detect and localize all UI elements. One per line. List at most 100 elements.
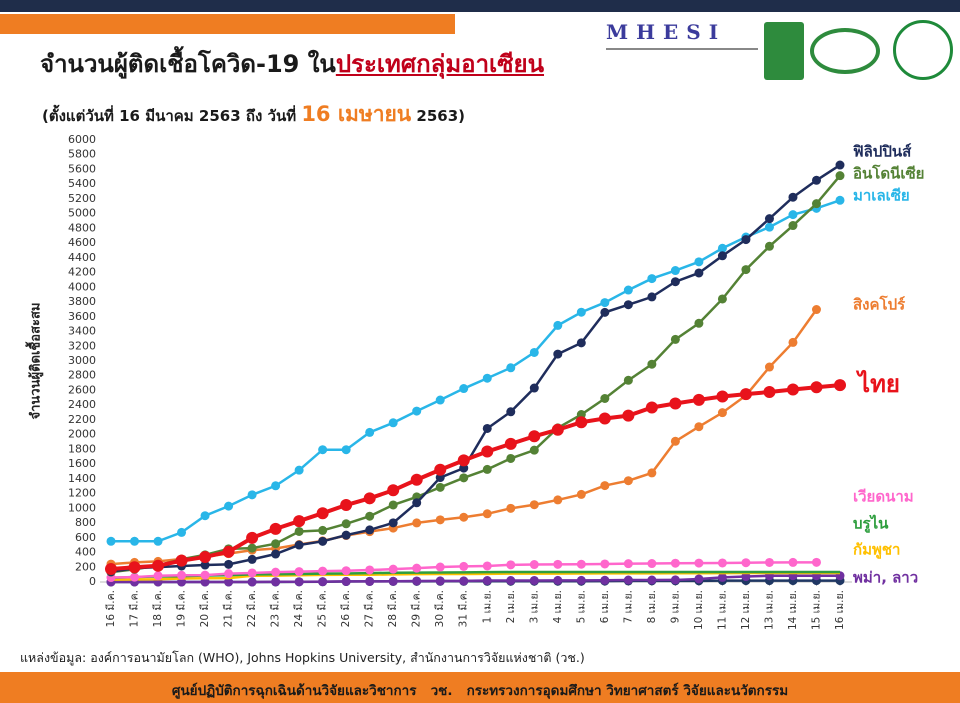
data-point [224, 569, 234, 579]
y-tick-label: 2800 [68, 369, 96, 382]
data-point [105, 562, 117, 575]
title-part: จำนวนผู้ติดเชื้อโควิด-19 ใน [40, 50, 336, 78]
data-point [294, 526, 304, 536]
logo-rule [606, 48, 758, 50]
y-tick-label: 3200 [68, 339, 96, 352]
data-point [247, 577, 257, 587]
data-point [529, 347, 539, 357]
y-tick-label: 1200 [68, 487, 96, 500]
data-point [341, 576, 351, 586]
x-tick-label: 24 มี.ค. [292, 590, 305, 627]
data-point [318, 536, 328, 546]
data-point [506, 503, 516, 513]
data-point [365, 525, 375, 535]
x-tick-label: 28 มี.ค. [386, 590, 399, 627]
data-point [506, 363, 516, 373]
x-tick-label: 19 มี.ค. [175, 590, 188, 627]
x-tick-label: 26 มี.ค. [339, 590, 352, 627]
data-point [600, 298, 610, 308]
data-point [600, 575, 610, 585]
data-point [271, 577, 281, 587]
data-point [199, 550, 212, 563]
data-point [694, 257, 704, 267]
data-point [247, 490, 257, 500]
data-point [316, 507, 329, 520]
data-point [647, 575, 657, 585]
data-point [130, 536, 140, 546]
data-point [482, 464, 492, 474]
data-point [553, 495, 563, 505]
data-point [810, 381, 823, 394]
data-point [412, 406, 422, 416]
x-tick-label: 4 เม.ย. [552, 590, 564, 623]
data-point [365, 565, 375, 575]
data-point [482, 423, 492, 433]
data-point [153, 571, 163, 581]
data-point [412, 563, 422, 573]
data-point [459, 512, 469, 522]
data-point [388, 418, 398, 428]
data-point [247, 568, 257, 578]
data-point [271, 539, 281, 549]
legend-label: ฟิลิปปินส์ [853, 143, 912, 161]
data-point [835, 195, 845, 205]
data-point [341, 445, 351, 455]
data-point [318, 525, 328, 535]
legend-label: มาเลเซีย [853, 187, 910, 205]
data-point [600, 559, 610, 569]
data-point [717, 558, 727, 568]
x-tick-label: 21 มี.ค. [222, 590, 235, 627]
data-point [130, 572, 140, 582]
data-point [694, 558, 704, 568]
data-point [341, 530, 351, 540]
data-point [788, 221, 798, 231]
data-point [670, 575, 680, 585]
data-point [553, 559, 563, 569]
data-point [175, 554, 188, 567]
data-point [811, 199, 821, 209]
data-point [412, 518, 422, 528]
data-point [365, 511, 375, 521]
data-point [246, 531, 259, 544]
title-highlight: ประเทศกลุ่มอาเซียน [335, 50, 545, 78]
x-tick-label: 13 เม.ย. [763, 590, 775, 630]
data-point [153, 536, 163, 546]
data-point [575, 416, 588, 429]
data-point [692, 393, 705, 406]
y-tick-label: 4800 [68, 221, 96, 234]
data-point [128, 561, 141, 574]
data-point [294, 567, 304, 577]
x-tick-label: 20 มี.ค. [198, 590, 211, 627]
y-tick-label: 800 [75, 516, 96, 529]
data-point [363, 492, 376, 505]
data-point [598, 412, 611, 425]
data-point [365, 427, 375, 437]
data-point [553, 575, 563, 585]
y-tick-label: 200 [75, 560, 96, 573]
data-point [741, 572, 751, 582]
data-point [670, 334, 680, 344]
data-point [647, 292, 657, 302]
data-point [412, 576, 422, 586]
data-point [670, 277, 680, 287]
data-point [459, 561, 469, 571]
x-tick-label: 16 เม.ย. [834, 590, 846, 630]
y-tick-label: 4600 [68, 236, 96, 249]
data-point [623, 575, 633, 585]
data-point [247, 543, 257, 553]
subtitle-part: 2563) [411, 107, 465, 125]
data-point [271, 549, 281, 559]
data-point [459, 384, 469, 394]
data-point [504, 437, 517, 450]
y-tick-label: 5000 [68, 207, 96, 220]
x-tick-label: 18 มี.ค. [151, 590, 164, 627]
top-orange-bar [0, 14, 455, 34]
data-point [741, 235, 751, 245]
data-point [340, 499, 353, 512]
data-point [435, 515, 445, 525]
x-tick-label: 27 มี.ค. [363, 590, 376, 627]
data-point [834, 379, 846, 392]
data-point [763, 386, 776, 399]
data-point [293, 515, 306, 528]
